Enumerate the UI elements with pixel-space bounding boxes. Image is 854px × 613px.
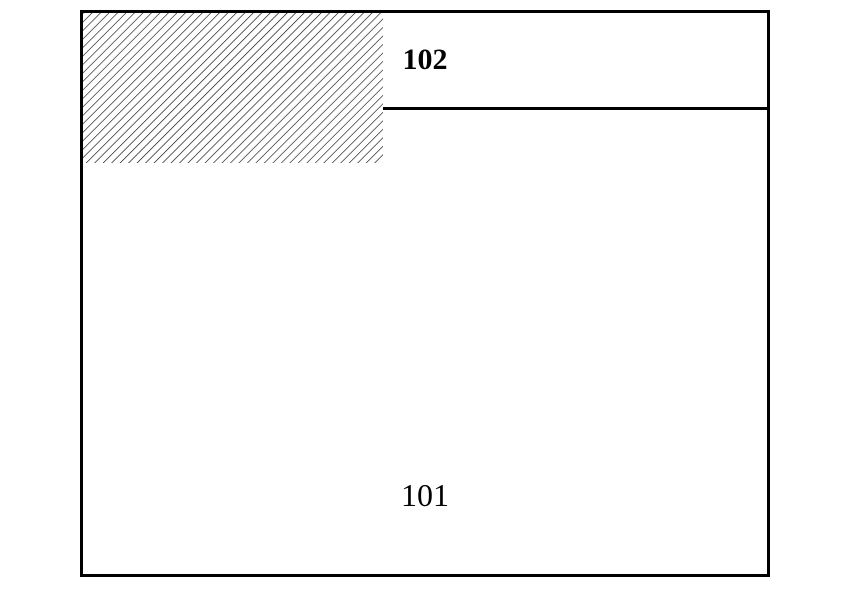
layer-101: 101 (80, 107, 770, 577)
hatch-pattern (83, 13, 383, 163)
layer-diagram: 102 101 (80, 10, 770, 577)
layer-101-label: 101 (401, 477, 449, 514)
layer-102-label: 102 (399, 43, 452, 77)
layer-102: 102 (80, 10, 770, 110)
